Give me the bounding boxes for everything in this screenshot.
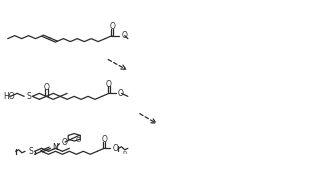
Text: O: O (121, 31, 127, 40)
Text: O: O (113, 144, 119, 153)
Text: O: O (109, 22, 115, 31)
Text: O: O (101, 135, 107, 144)
Text: O: O (76, 137, 81, 143)
Text: O: O (61, 138, 67, 147)
Text: S: S (26, 92, 31, 101)
Text: N: N (52, 143, 58, 152)
Text: O: O (106, 80, 112, 89)
Text: HO: HO (3, 92, 15, 101)
Text: O: O (118, 89, 124, 98)
Text: n: n (122, 150, 126, 155)
Text: S: S (29, 147, 33, 156)
Text: O: O (43, 83, 49, 91)
